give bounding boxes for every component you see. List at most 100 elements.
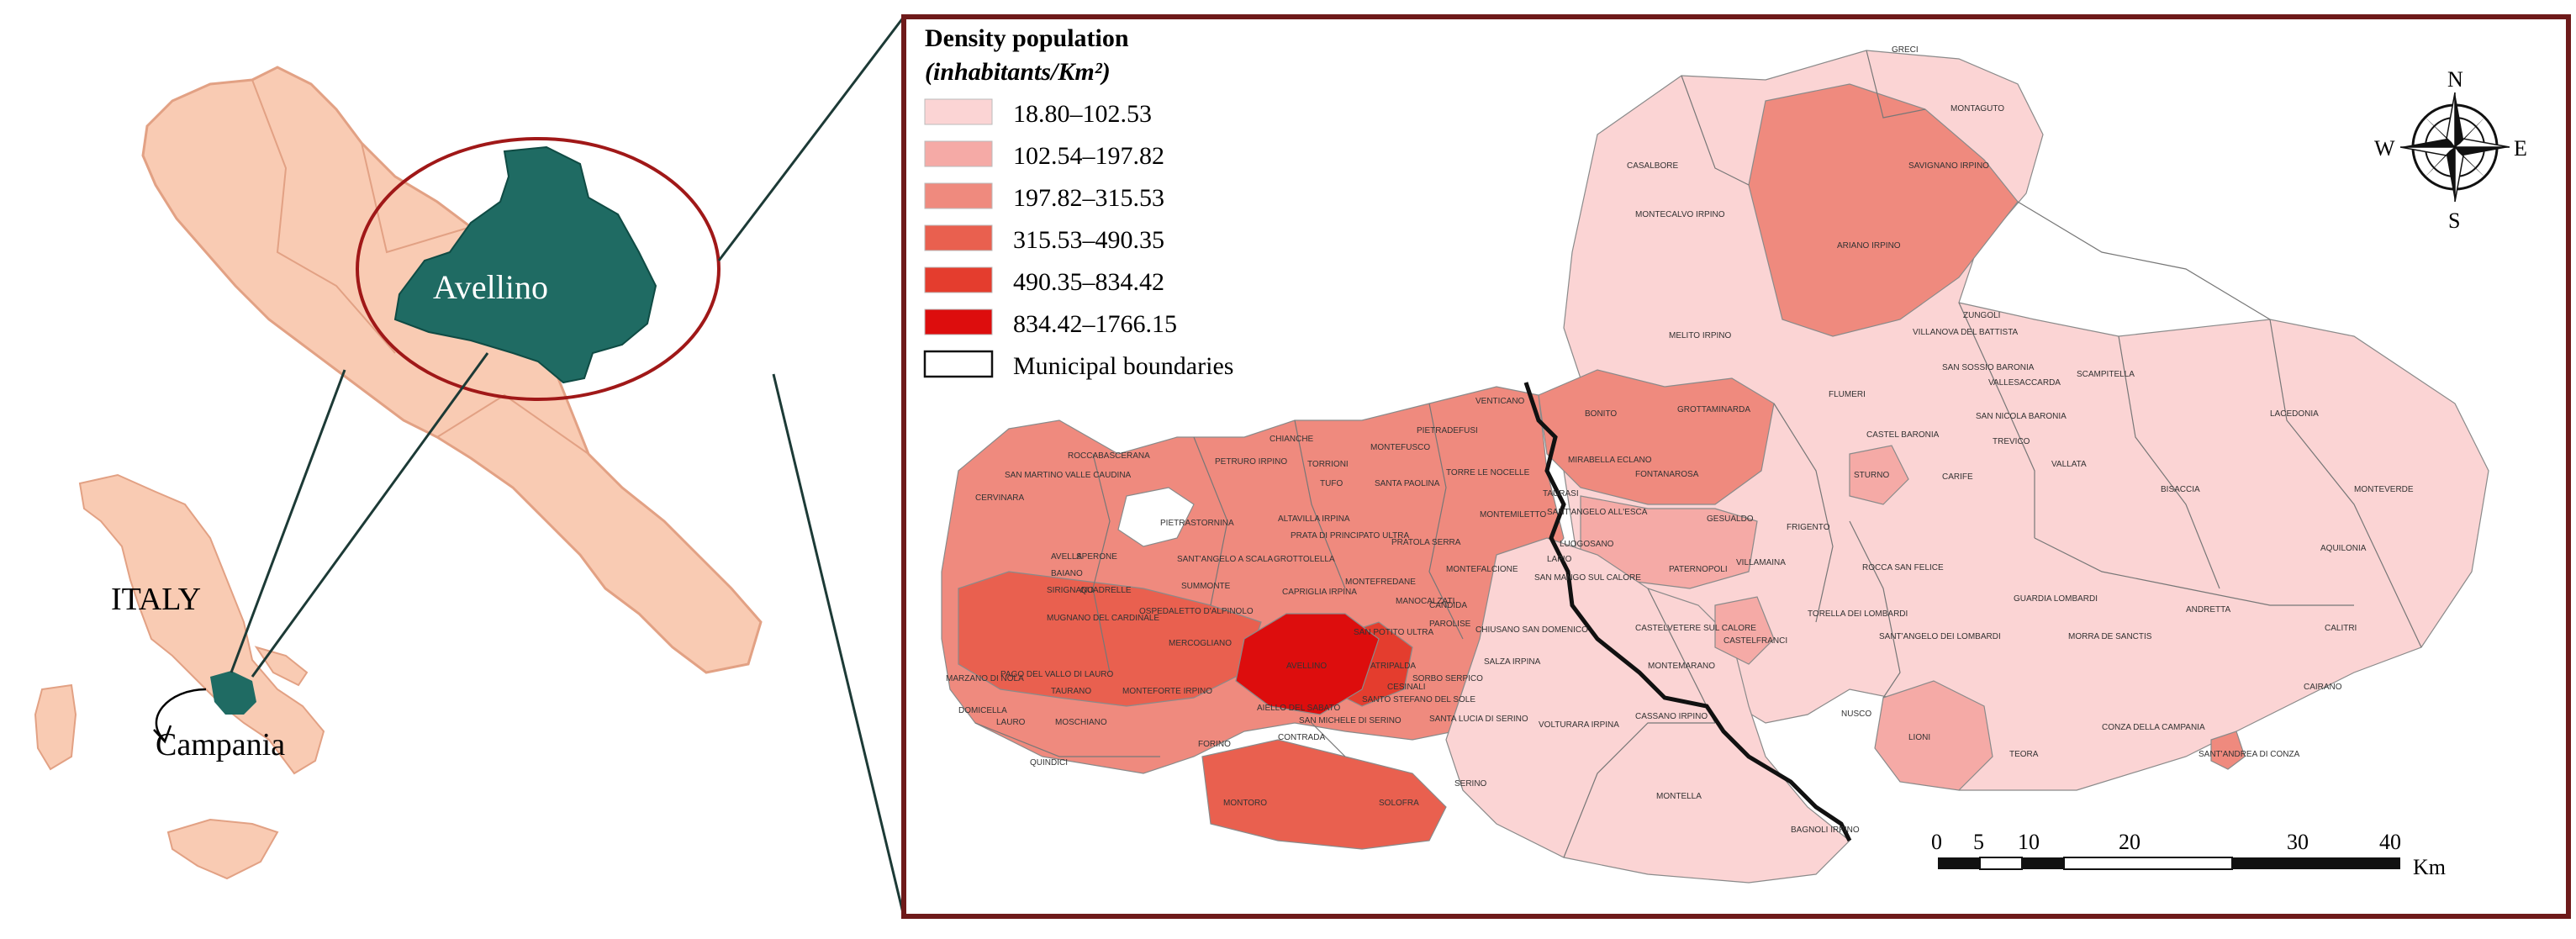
municipality-label: GROTTOLELLA (1274, 555, 1335, 564)
sicily-shape (166, 818, 279, 880)
scale-segment (2022, 857, 2064, 869)
legend-swatch (924, 140, 993, 167)
legend-unit: (inhabitants/Km²) (925, 58, 1111, 86)
compass-needle (2423, 147, 2455, 179)
municipality-label: SALZA IRPINA (1484, 657, 1541, 667)
avellino-highlight-shape (393, 145, 657, 384)
municipality-label: CASTEL BARONIA (1866, 430, 1940, 440)
legend-label: 834.42–1766.15 (1013, 310, 1177, 338)
scale-segment (2063, 857, 2233, 870)
municipality-label: MOSCHIANO (1055, 718, 1107, 727)
region-montoro (1201, 739, 1447, 850)
campania-internal-boundary (251, 79, 396, 354)
municipality-label: MONTELLA (1656, 792, 1702, 801)
municipality-label: CHIUSANO SAN DOMENICO (1475, 625, 1588, 635)
curved-arrow (155, 688, 207, 741)
municipality-label: SANTA PAOLINA (1375, 479, 1440, 488)
municipality-label: VOLTURARA IRPINA (1539, 720, 1619, 730)
municipality-label: SANTA LUCIA DI SERINO (1429, 715, 1528, 724)
region-lioni (1874, 680, 1993, 791)
compass-rose: N S E W (2374, 67, 2527, 233)
municipality-label: VENTICANO (1475, 397, 1525, 406)
municipality-label: VILLANOVA DEL BATTISTA (1913, 328, 2019, 337)
municipality-label: SPERONE (1076, 552, 1117, 562)
municipality-label: SANTO STEFANO DEL SOLE (1362, 695, 1475, 704)
legend-swatch (924, 309, 993, 335)
municipality-label: SAN MANGO SUL CALORE (1534, 573, 1641, 583)
municipality-label: TAURANO (1051, 687, 1091, 696)
municipality-label: SANT'ANDREA DI CONZA (2199, 750, 2300, 759)
municipality-label: BAGNOLI IRPINO (1791, 826, 1860, 835)
compass-w: W (2374, 136, 2395, 161)
municipality-label: MARZANO DI NOLA (946, 674, 1024, 683)
legend-label: 18.80–102.53 (1013, 100, 1152, 128)
connector-line (717, 16, 905, 261)
municipality-label: SORBO SERPICO (1412, 674, 1483, 683)
municipality-label: FRIGENTO (1787, 523, 1830, 532)
legend-swatch-boundaries (923, 350, 994, 378)
province-ellipse (356, 137, 721, 401)
legend-boundaries-label: Municipal boundaries (1013, 352, 1233, 380)
compass-needle (2455, 92, 2463, 147)
municipality-label: PAROLISE (1429, 620, 1471, 629)
municipality-label: VALLESACCARDA (1988, 378, 2061, 388)
compass-needle (2455, 147, 2510, 156)
municipality-label: MERCOGLIANO (1169, 639, 1232, 648)
municipality-label: MELITO IRPINO (1669, 331, 1731, 340)
locator-panel: Avellino ITALY Campania (34, 16, 905, 917)
municipality-label: CONZA DELLA CAMPANIA (2102, 723, 2205, 732)
municipality-label: SIRIGNANO (1047, 586, 1094, 595)
legend-items: 18.80–102.53 102.54–197.82 197.82–315.53 31… (924, 98, 1177, 338)
campania-internal-boundary (361, 142, 472, 254)
legend: Density population (inhabitants/Km²) 18.… (923, 24, 1233, 380)
municipality-label: MONTAGUTO (1950, 104, 2004, 113)
campania-inset-highlight (210, 671, 256, 715)
legend-swatch (924, 98, 993, 125)
legend-swatch (924, 266, 993, 293)
municipality-label: CHIANCHE (1270, 435, 1314, 444)
municipality-label: GESUALDO (1707, 514, 1754, 524)
municipality-label: ATRIPALDA (1370, 662, 1416, 671)
municipality-label: AIELLO DEL SABATO (1257, 704, 1341, 713)
municipality-label: SAN POTITO ULTRA (1354, 628, 1434, 637)
sardinia-shape (34, 683, 77, 771)
country-label: ITALY (111, 582, 201, 617)
municipality-label: BISACCIA (2161, 485, 2200, 494)
municipality-label: TAURASI (1543, 489, 1579, 499)
municipality-label: ARIANO IRPINO (1837, 241, 1901, 251)
municipality-label: TREVICO (1993, 437, 2030, 446)
municipality-label: SCAMPITELLA (2077, 370, 2135, 379)
municipality-label: SANT'ANGELO ALL'ESCA (1547, 508, 1648, 517)
municipality-label: NUSCO (1841, 710, 1871, 719)
compass-needle (2400, 139, 2455, 147)
municipality-label: MUGNANO DEL CARDINALE (1047, 614, 1159, 623)
municipality-label: CAPRIGLIA IRPINA (1282, 588, 1357, 597)
municipality-label: SANT'ANGELO A SCALA (1177, 555, 1274, 564)
compass-needle (2447, 147, 2455, 202)
municipality-label: DOMICELLA (958, 706, 1007, 715)
municipality-label: CASALBORE (1627, 161, 1678, 171)
municipality-label: LAPIO (1547, 555, 1572, 564)
region-sturno (1849, 445, 1909, 505)
municipality-label: SERINO (1454, 779, 1487, 789)
legend-swatch (924, 182, 993, 209)
municipality-label: CANDIDA (1429, 601, 1467, 610)
municipality-label: ROCCABASCERANA (1068, 451, 1150, 461)
province-label: Avellino (433, 268, 548, 306)
legend-label: 490.35–834.42 (1013, 268, 1164, 296)
municipality-label: GUARDIA LOMBARDI (2014, 594, 2098, 604)
municipality-label: FORINO (1198, 740, 1231, 749)
municipality-label: MORRA DE SANCTIS (2068, 632, 2152, 641)
italy-peninsula-shape (78, 473, 325, 775)
municipal-boundaries (974, 50, 2422, 858)
municipality-label: LAURO (996, 718, 1026, 727)
region-grottaminarda (1538, 369, 1775, 505)
scale-tick-label: 30 (2287, 830, 2309, 854)
municipality-label: SAN NICOLA BARONIA (1976, 412, 2067, 421)
municipality-label: LACEDONIA (2270, 409, 2319, 419)
compass-s: S (2448, 208, 2460, 233)
municipality-label: SANT'ANGELO DEI LOMBARDI (1879, 632, 2001, 641)
municipality-label: PATERNOPOLI (1669, 565, 1728, 574)
municipality-label: ZUNGOLI (1963, 311, 2000, 320)
